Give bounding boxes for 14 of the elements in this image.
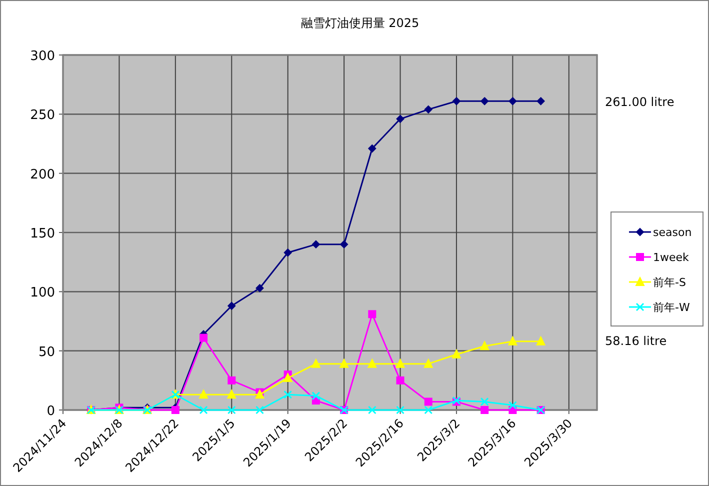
legend-label: season xyxy=(653,226,692,239)
y-tick-label: 100 xyxy=(30,286,55,301)
y-tick-label: 50 xyxy=(38,344,55,360)
y-tick-label: 250 xyxy=(30,108,55,124)
y-tick-label: 0 xyxy=(46,404,55,419)
legend-label: 前年-S xyxy=(653,276,686,289)
text: 58.16 litre xyxy=(605,334,667,348)
y-tick-label: 300 xyxy=(30,49,55,64)
legend-label: 前年-W xyxy=(653,301,690,314)
text: 261.00 litre xyxy=(605,95,674,109)
chart-title: 融雪灯油使用量 2025 xyxy=(300,16,420,30)
legend-label: 1week xyxy=(653,251,690,264)
y-tick-label: 200 xyxy=(30,167,55,182)
y-tick-label: 150 xyxy=(30,226,55,242)
